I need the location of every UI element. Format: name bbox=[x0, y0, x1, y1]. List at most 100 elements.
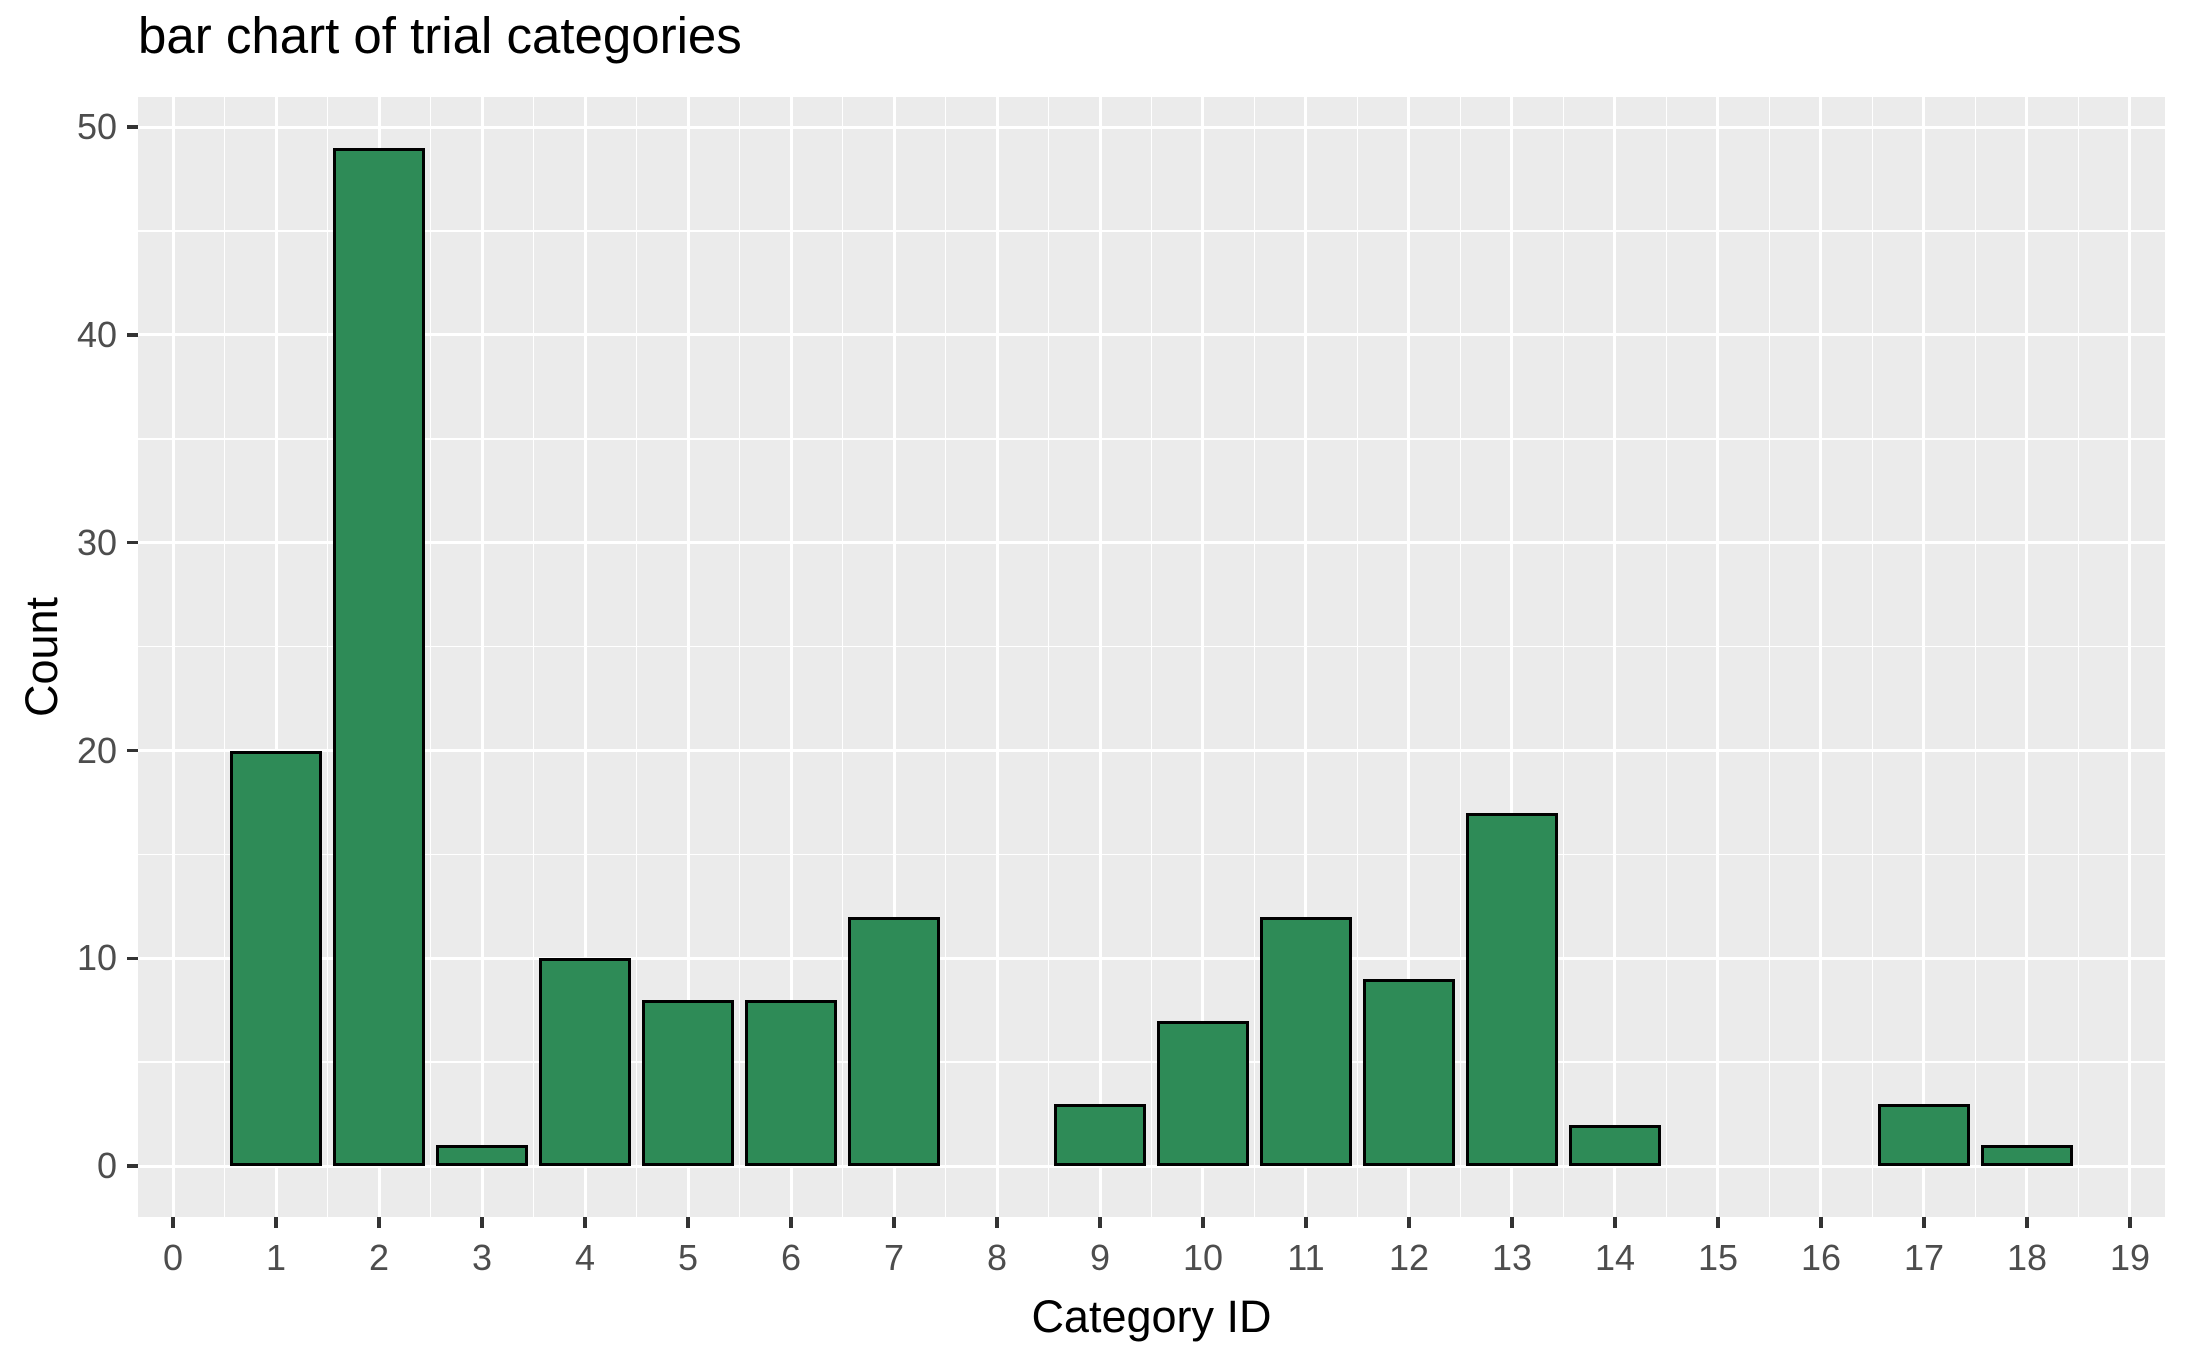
chart-title: bar chart of trial categories bbox=[138, 7, 742, 64]
x-tick-label-5: 5 bbox=[677, 1237, 699, 1278]
minor-gridline-x-13.5 bbox=[1562, 97, 1565, 1217]
y-tick-mark-30 bbox=[127, 540, 138, 545]
major-gridline-x-14 bbox=[1613, 97, 1617, 1217]
x-tick-mark-8 bbox=[995, 1217, 999, 1228]
minor-gridline-x-3.5 bbox=[532, 97, 535, 1217]
major-gridline-x-4 bbox=[583, 97, 587, 1217]
y-tick-mark-50 bbox=[127, 125, 138, 129]
x-tick-label-15: 15 bbox=[1697, 1237, 1738, 1278]
y-tick-mark-20 bbox=[127, 748, 138, 753]
x-tick-label-0: 0 bbox=[163, 1237, 184, 1278]
major-gridline-x-0 bbox=[171, 97, 175, 1217]
x-tick-label-7: 7 bbox=[883, 1237, 905, 1278]
y-tick-mark-0 bbox=[127, 1164, 138, 1168]
x-tick-mark-7 bbox=[892, 1217, 896, 1228]
major-gridline-x-8 bbox=[995, 97, 999, 1217]
major-gridline-x-7 bbox=[892, 97, 896, 1217]
x-tick-label-14: 14 bbox=[1594, 1237, 1635, 1278]
bar-category-5 bbox=[641, 999, 735, 1167]
x-tick-mark-12 bbox=[1407, 1217, 1411, 1228]
plot-panel bbox=[138, 97, 2165, 1217]
x-tick-label-16: 16 bbox=[1800, 1237, 1841, 1278]
bar-category-10 bbox=[1156, 1020, 1250, 1167]
minor-gridline-x-4.5 bbox=[635, 97, 638, 1217]
bar-category-13 bbox=[1465, 812, 1559, 1167]
major-gridline-y-0 bbox=[138, 1164, 2165, 1168]
major-gridline-y-40 bbox=[138, 333, 2165, 337]
major-gridline-x-5 bbox=[686, 97, 690, 1217]
minor-gridline-x-6.5 bbox=[841, 97, 844, 1217]
major-gridline-x-18 bbox=[2025, 97, 2029, 1217]
minor-gridline-x-0.5 bbox=[223, 97, 226, 1217]
x-tick-mark-5 bbox=[686, 1217, 690, 1228]
x-tick-mark-9 bbox=[1098, 1217, 1102, 1228]
x-tick-mark-15 bbox=[1716, 1217, 1720, 1228]
x-tick-mark-14 bbox=[1613, 1217, 1617, 1228]
x-tick-label-4: 4 bbox=[574, 1237, 596, 1278]
bar-category-18 bbox=[1980, 1145, 2074, 1167]
major-gridline-y-10 bbox=[138, 956, 2165, 960]
major-gridline-x-6 bbox=[789, 97, 793, 1217]
major-gridline-y-50 bbox=[138, 125, 2165, 129]
x-tick-mark-4 bbox=[583, 1217, 587, 1228]
major-gridline-x-1 bbox=[274, 97, 278, 1217]
minor-gridline-x-17.5 bbox=[1974, 97, 1977, 1217]
x-tick-label-10: 10 bbox=[1182, 1237, 1223, 1278]
y-tick-label-0: 0 bbox=[96, 1145, 117, 1187]
x-tick-mark-1 bbox=[274, 1217, 278, 1228]
bar-category-12 bbox=[1362, 979, 1456, 1167]
major-gridline-x-3 bbox=[480, 97, 484, 1217]
y-tick-mark-40 bbox=[127, 333, 138, 337]
x-tick-label-1: 1 bbox=[266, 1237, 287, 1278]
major-gridline-y-30 bbox=[138, 541, 2165, 545]
x-tick-mark-18 bbox=[2025, 1217, 2029, 1228]
y-tick-label-50: 50 bbox=[76, 106, 117, 148]
major-gridline-x-15 bbox=[1716, 97, 1720, 1217]
y-axis-title: Count bbox=[16, 596, 67, 718]
minor-gridline-x-5.5 bbox=[738, 97, 741, 1217]
bar-category-1 bbox=[229, 750, 323, 1167]
bar-category-3 bbox=[435, 1145, 529, 1167]
bar-category-14 bbox=[1568, 1124, 1662, 1167]
x-tick-label-11: 11 bbox=[1287, 1237, 1325, 1278]
x-tick-label-3: 3 bbox=[471, 1237, 493, 1278]
y-tick-label-10: 10 bbox=[76, 937, 117, 979]
minor-gridline-x-16.5 bbox=[1871, 97, 1874, 1217]
minor-gridline-x-9.5 bbox=[1150, 97, 1153, 1217]
major-gridline-x-19 bbox=[2128, 97, 2132, 1217]
major-gridline-x-13 bbox=[1510, 97, 1514, 1217]
y-tick-label-20: 20 bbox=[76, 729, 117, 771]
minor-gridline-x-11.5 bbox=[1356, 97, 1359, 1217]
x-tick-mark-3 bbox=[480, 1217, 484, 1228]
minor-gridline-x-18.5 bbox=[2077, 97, 2080, 1217]
x-tick-mark-13 bbox=[1510, 1217, 1514, 1228]
minor-gridline-x-1.5 bbox=[326, 97, 329, 1217]
x-tick-mark-0 bbox=[171, 1217, 175, 1228]
x-tick-label-8: 8 bbox=[986, 1237, 1008, 1278]
x-axis-title: Category ID bbox=[1031, 1291, 1272, 1342]
x-tick-label-17: 17 bbox=[1903, 1237, 1944, 1278]
y-tick-label-30: 30 bbox=[76, 521, 117, 563]
y-tick-mark-10 bbox=[127, 956, 138, 961]
x-tick-label-6: 6 bbox=[780, 1237, 802, 1278]
x-tick-mark-2 bbox=[377, 1217, 381, 1228]
x-tick-mark-6 bbox=[789, 1217, 793, 1228]
major-gridline-x-10 bbox=[1201, 97, 1205, 1217]
bar-category-11 bbox=[1259, 916, 1353, 1167]
x-tick-mark-19 bbox=[2128, 1217, 2132, 1228]
y-tick-label-40: 40 bbox=[76, 313, 117, 355]
x-tick-mark-10 bbox=[1201, 1217, 1205, 1228]
x-tick-label-18: 18 bbox=[2006, 1237, 2047, 1278]
x-tick-mark-17 bbox=[1922, 1217, 1926, 1228]
major-gridline-y-20 bbox=[138, 749, 2165, 752]
major-gridline-x-16 bbox=[1819, 97, 1823, 1217]
bar-category-2 bbox=[332, 147, 426, 1167]
minor-gridline-x-14.5 bbox=[1665, 97, 1668, 1217]
minor-gridline-x-8.5 bbox=[1047, 97, 1050, 1217]
x-tick-label-12: 12 bbox=[1388, 1237, 1429, 1278]
x-tick-label-9: 9 bbox=[1089, 1237, 1111, 1278]
x-tick-label-13: 13 bbox=[1491, 1237, 1532, 1278]
bar-category-6 bbox=[744, 999, 838, 1167]
bar-category-7 bbox=[847, 916, 941, 1167]
